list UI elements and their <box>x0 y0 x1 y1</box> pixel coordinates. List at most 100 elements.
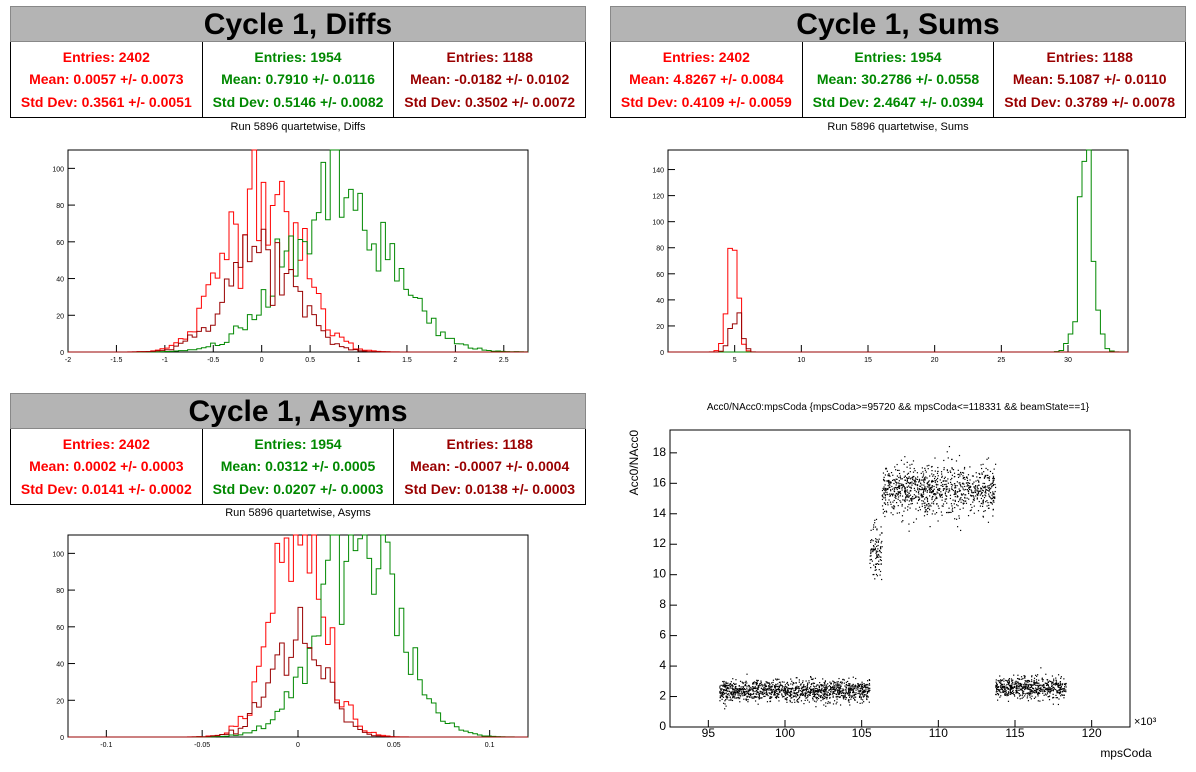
scatter-point <box>942 483 944 486</box>
scatter-point <box>904 507 906 509</box>
scatter-point <box>935 483 937 485</box>
scatter-point <box>1015 682 1017 685</box>
scatter-point <box>983 482 986 485</box>
scatter-point <box>760 681 762 683</box>
scatter-point <box>745 688 747 691</box>
scatter-point <box>793 699 795 701</box>
scatter-point <box>872 540 874 542</box>
scatter-point <box>804 686 806 688</box>
scatter-point <box>1013 683 1015 685</box>
scatter-point <box>840 692 842 694</box>
scatter-point <box>849 691 851 693</box>
scatter-point <box>866 683 868 686</box>
scatter-point <box>944 483 946 486</box>
scatter-point <box>819 688 821 691</box>
scatter-point <box>879 534 881 536</box>
scatter-point <box>992 472 994 475</box>
scatter-point <box>838 689 840 691</box>
scatter-point <box>1033 689 1036 692</box>
scatter-point <box>1051 688 1053 690</box>
scatter-point <box>1007 694 1009 696</box>
scatter-point <box>1022 693 1024 695</box>
scatter-point <box>725 695 727 697</box>
scatter-point <box>976 498 978 500</box>
scatter-point <box>827 702 829 705</box>
scatter-point <box>1051 685 1053 688</box>
scatter-point <box>946 502 948 504</box>
scatter-point <box>1059 688 1061 690</box>
scatter-point <box>1012 679 1014 681</box>
scatter-point <box>926 496 928 498</box>
scatter-point <box>818 695 820 697</box>
y-tick-label: 100 <box>652 220 664 227</box>
scatter-point <box>894 486 896 489</box>
scatter-point <box>882 472 885 474</box>
scatter-point <box>962 502 964 504</box>
scatter-point <box>999 696 1001 698</box>
scatter-point <box>813 696 816 698</box>
scatter-point <box>776 685 778 688</box>
scatter-point <box>1033 683 1035 686</box>
scatter-point <box>838 693 840 695</box>
scatter-point <box>909 507 911 509</box>
scatter-point <box>909 464 911 466</box>
scatter-point <box>919 498 921 500</box>
scatter-point <box>1050 687 1052 689</box>
scatter-point <box>724 689 726 692</box>
scatter-point <box>1009 692 1012 694</box>
scatter-point <box>788 694 790 697</box>
scatter-point <box>807 699 809 701</box>
scatter-point <box>812 678 814 680</box>
scatter-point <box>845 686 847 688</box>
scatter-point <box>736 691 739 694</box>
scatter-point <box>730 681 732 683</box>
x-tick-label: 1 <box>357 357 361 364</box>
scatter-point <box>824 689 826 691</box>
scatter-point <box>880 552 882 554</box>
scatter-point <box>950 503 953 505</box>
scatter-point <box>997 699 999 701</box>
scatter-point <box>946 469 949 472</box>
scatter-point <box>1019 698 1021 700</box>
scatter-point <box>948 507 950 509</box>
scatter-point <box>976 497 978 499</box>
scatter-point <box>1024 688 1026 691</box>
x-tick-label: 2 <box>453 357 457 364</box>
scatter-point <box>730 693 732 695</box>
scatter-point <box>974 491 977 494</box>
stat-mean: Mean: 5.1087 +/- 0.0110 <box>1012 71 1167 88</box>
scatter-point <box>945 485 948 487</box>
scatter-point <box>806 682 809 684</box>
scatter-point <box>1017 674 1019 676</box>
scatter-point <box>859 690 861 692</box>
scatter-point <box>775 688 777 691</box>
scatter-point <box>725 687 727 689</box>
scatter-point <box>907 494 909 496</box>
scatter-point <box>1033 682 1035 684</box>
scatter-point <box>720 691 722 693</box>
scatter-point <box>766 681 768 683</box>
scatter-point <box>844 696 846 698</box>
scatter-point <box>882 496 884 498</box>
scatter-point <box>732 685 734 687</box>
scatter-point <box>947 491 950 493</box>
scatter-point <box>825 687 827 689</box>
scatter-point <box>822 693 824 695</box>
scatter-point <box>770 693 772 696</box>
scatter-point <box>874 578 876 580</box>
scatter-point <box>909 490 911 492</box>
scatter-point <box>776 688 778 691</box>
scatter-point <box>806 692 808 694</box>
scatter-point <box>849 685 851 687</box>
scatter-point <box>824 692 826 694</box>
scatter-point <box>807 683 809 686</box>
scatter-point <box>1026 697 1028 699</box>
scatter-point <box>1047 696 1049 698</box>
scatter-point <box>1056 697 1059 699</box>
scatter-point <box>993 478 995 480</box>
scatter-point <box>815 690 818 692</box>
scatter-point <box>769 683 771 685</box>
scatter-point <box>918 480 920 482</box>
scatter-point <box>870 567 872 569</box>
